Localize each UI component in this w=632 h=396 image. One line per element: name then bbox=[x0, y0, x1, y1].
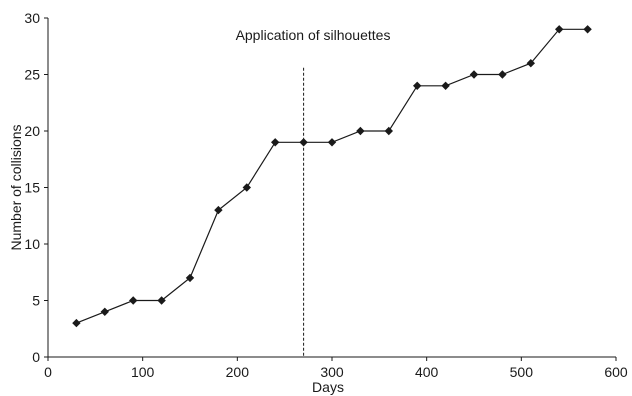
y-tick-label: 0 bbox=[32, 349, 40, 365]
series bbox=[72, 25, 592, 328]
data-point bbox=[185, 273, 195, 283]
x-axis-title: Days bbox=[312, 379, 344, 395]
y-tick-label: 15 bbox=[24, 180, 40, 196]
y-tick-label: 10 bbox=[24, 236, 40, 252]
y-tick-label: 20 bbox=[24, 123, 40, 139]
y-tick-label: 30 bbox=[24, 10, 40, 26]
data-point bbox=[242, 183, 251, 192]
data-point bbox=[129, 296, 138, 305]
data-point bbox=[498, 70, 507, 79]
data-point bbox=[555, 25, 564, 34]
x-tick-label: 200 bbox=[226, 364, 250, 380]
data-point bbox=[469, 70, 479, 79]
y-ticks: 0 5 10 15 20 25 30 bbox=[24, 10, 48, 365]
data-point bbox=[583, 25, 592, 34]
series-line bbox=[76, 28, 588, 324]
annotation-label: Application of silhouettes bbox=[236, 27, 391, 43]
data-point bbox=[413, 81, 422, 90]
y-axis-title: Number of collisions bbox=[8, 124, 24, 250]
data-point bbox=[327, 138, 337, 147]
axes bbox=[47, 18, 616, 358]
data-point bbox=[526, 59, 535, 68]
data-point bbox=[100, 307, 109, 316]
data-point bbox=[384, 126, 393, 136]
x-ticks: 0 100 200 300 400 500 600 bbox=[44, 357, 628, 380]
data-point bbox=[441, 81, 450, 90]
y-tick-label: 5 bbox=[32, 293, 40, 309]
data-point bbox=[157, 296, 166, 305]
data-point bbox=[271, 138, 280, 147]
x-tick-label: 400 bbox=[415, 364, 439, 380]
x-tick-label: 100 bbox=[131, 364, 155, 380]
x-tick-label: 600 bbox=[604, 364, 628, 380]
data-point bbox=[299, 138, 308, 147]
x-tick-label: 500 bbox=[510, 364, 534, 380]
annotations: Application of silhouettes bbox=[236, 27, 391, 357]
data-point bbox=[214, 205, 223, 215]
data-point bbox=[72, 318, 81, 328]
y-tick-label: 25 bbox=[24, 67, 40, 83]
data-point bbox=[356, 126, 365, 136]
x-tick-label: 300 bbox=[320, 364, 344, 380]
x-tick-label: 0 bbox=[44, 364, 52, 380]
